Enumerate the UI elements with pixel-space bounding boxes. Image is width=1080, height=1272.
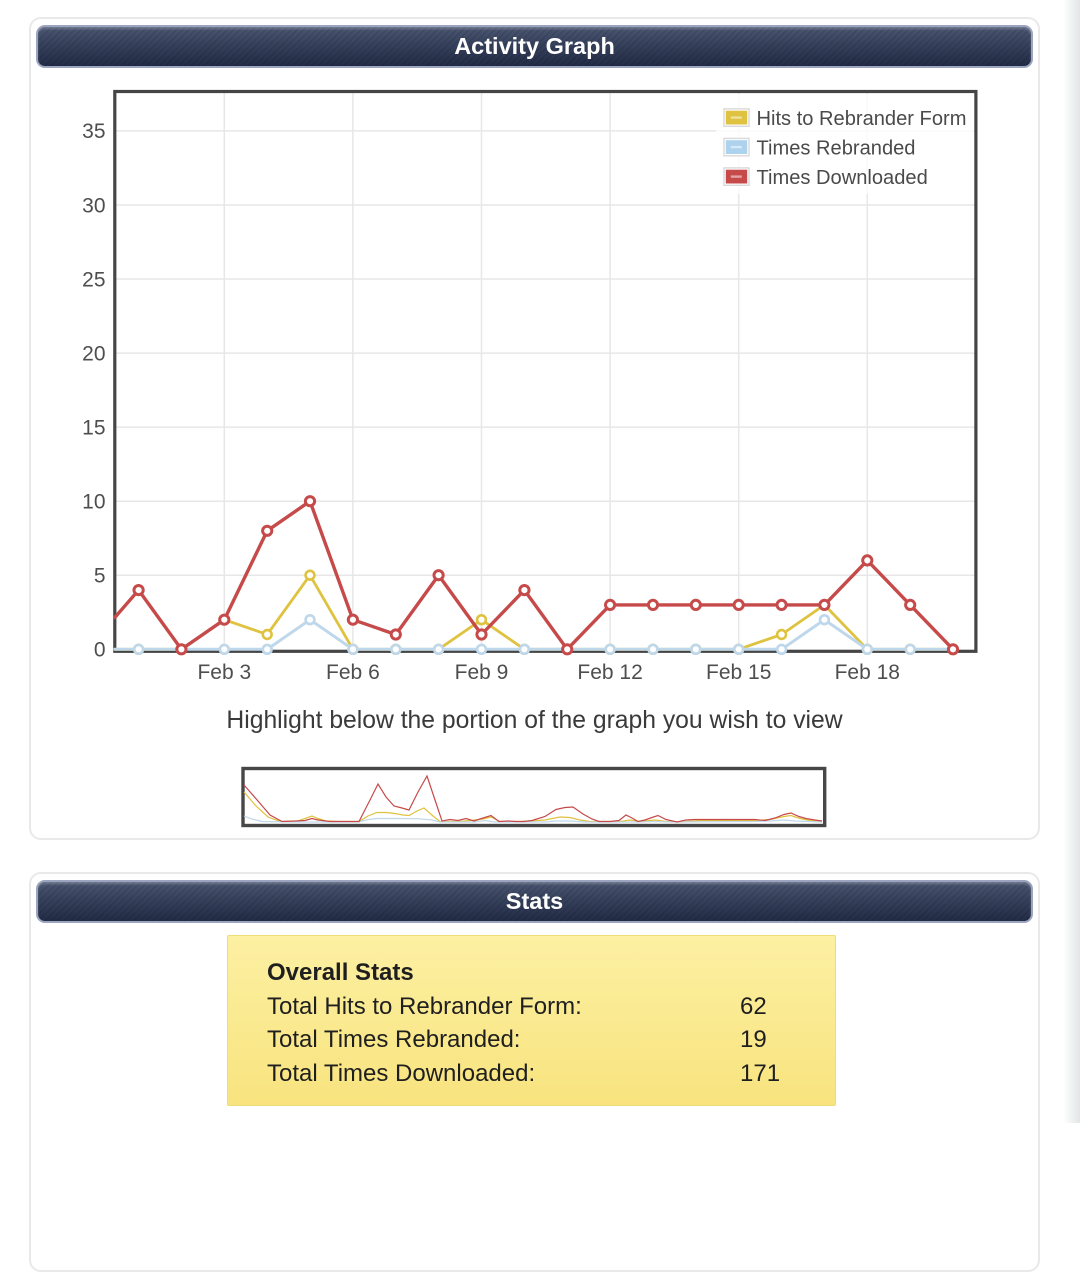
- svg-text:15: 15: [82, 416, 105, 439]
- svg-text:0: 0: [94, 639, 106, 662]
- svg-text:Feb 9: Feb 9: [455, 661, 509, 684]
- svg-text:Feb 6: Feb 6: [326, 661, 380, 684]
- svg-text:Feb 15: Feb 15: [706, 661, 771, 684]
- svg-text:20: 20: [82, 342, 105, 365]
- svg-text:5: 5: [94, 565, 106, 588]
- svg-text:Feb 18: Feb 18: [835, 661, 900, 684]
- svg-text:25: 25: [82, 268, 105, 291]
- svg-text:Feb 3: Feb 3: [197, 661, 251, 684]
- svg-text:Hits to Rebrander Form: Hits to Rebrander Form: [757, 108, 967, 130]
- svg-text:30: 30: [82, 194, 105, 217]
- svg-text:Feb 12: Feb 12: [577, 661, 642, 684]
- svg-text:35: 35: [82, 120, 105, 143]
- svg-text:Times Downloaded: Times Downloaded: [757, 167, 928, 189]
- svg-text:Times Rebranded: Times Rebranded: [757, 137, 916, 159]
- svg-text:10: 10: [82, 491, 105, 514]
